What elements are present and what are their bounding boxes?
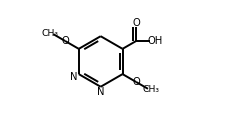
Text: O: O xyxy=(132,18,139,28)
Text: CH₃: CH₃ xyxy=(41,29,58,38)
Text: N: N xyxy=(96,87,104,97)
Text: O: O xyxy=(132,77,140,87)
Text: N: N xyxy=(70,72,77,82)
Text: CH₃: CH₃ xyxy=(142,85,159,94)
Text: O: O xyxy=(61,36,69,46)
Text: OH: OH xyxy=(147,36,162,46)
